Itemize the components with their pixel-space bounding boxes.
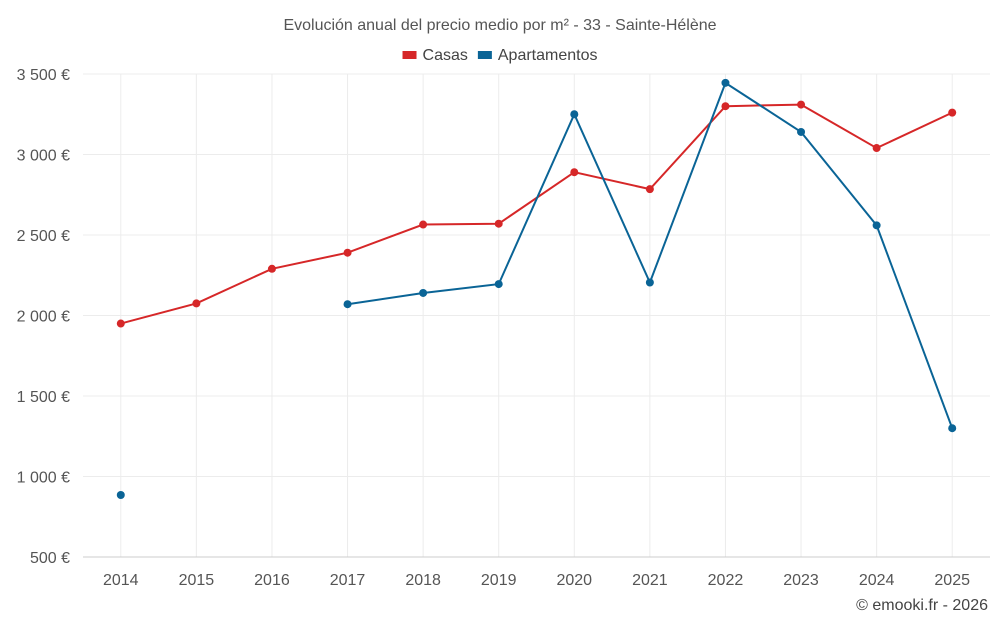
data-point-apartamentos-2018[interactable] [419, 288, 428, 297]
legend: Casas Apartamentos [402, 47, 598, 64]
data-point-apartamentos-2024[interactable] [872, 221, 881, 230]
series [116, 78, 957, 500]
y-tick-label: 500 € [30, 550, 70, 567]
data-point-casas-2021[interactable] [645, 185, 654, 194]
y-axis: 500 € 1 000 € 1 500 € 2 000 € 2 500 € 3 000 €… [17, 67, 70, 567]
y-tick-label: 1 000 € [17, 470, 70, 487]
data-point-casas-2015[interactable] [192, 299, 201, 308]
data-point-apartamentos-2017[interactable] [343, 300, 352, 309]
series-casas [116, 100, 957, 328]
x-tick-label: 2016 [254, 572, 290, 589]
data-point-apartamentos-2014[interactable] [116, 491, 125, 500]
data-point-casas-2022[interactable] [721, 102, 730, 111]
data-point-casas-2020[interactable] [570, 168, 579, 177]
x-tick-label: 2021 [632, 572, 668, 589]
legend-label: Apartamentos [498, 47, 598, 64]
y-tick-label: 3 000 € [17, 148, 70, 165]
y-tick-label: 2 000 € [17, 309, 70, 326]
legend-swatch [477, 51, 492, 59]
y-tick-label: 1 500 € [17, 389, 70, 406]
series-apartamentos [116, 78, 957, 500]
x-tick-label: 2020 [556, 572, 592, 589]
x-tick-label: 2018 [405, 572, 441, 589]
data-point-apartamentos-2023[interactable] [797, 127, 806, 136]
data-point-casas-2024[interactable] [872, 144, 881, 153]
x-tick-label: 2014 [103, 572, 139, 589]
data-point-casas-2017[interactable] [343, 248, 352, 257]
data-point-casas-2019[interactable] [494, 219, 503, 228]
x-tick-label: 2015 [179, 572, 215, 589]
y-tick-label: 2 500 € [17, 228, 70, 245]
x-tick-label: 2017 [330, 572, 366, 589]
legend-swatch [402, 51, 417, 59]
chart-title: Evolución anual del precio medio por m² … [283, 17, 716, 34]
data-point-casas-2018[interactable] [419, 220, 428, 229]
data-point-casas-2016[interactable] [267, 264, 276, 273]
data-point-apartamentos-2020[interactable] [570, 110, 579, 119]
data-point-casas-2025[interactable] [948, 108, 957, 117]
data-point-apartamentos-2022[interactable] [721, 78, 730, 87]
y-tick-label: 3 500 € [17, 67, 70, 84]
x-axis: 2014 2015 2016 2017 2018 2019 2020 2021 2022 2023… [103, 572, 970, 589]
data-point-apartamentos-2025[interactable] [948, 424, 957, 433]
data-point-casas-2023[interactable] [797, 100, 806, 109]
x-tick-label: 2023 [783, 572, 819, 589]
x-tick-label: 2025 [934, 572, 970, 589]
legend-item-casas[interactable]: Casas [402, 47, 468, 64]
data-point-apartamentos-2021[interactable] [645, 278, 654, 287]
legend-label: Casas [423, 47, 468, 64]
data-point-casas-2014[interactable] [116, 319, 125, 328]
x-tick-label: 2024 [859, 572, 895, 589]
data-point-apartamentos-2019[interactable] [494, 280, 503, 289]
legend-item-apartamentos[interactable]: Apartamentos [477, 47, 598, 64]
grid [83, 73, 990, 558]
x-tick-label: 2022 [708, 572, 744, 589]
series-line-casas [120, 103, 953, 325]
x-tick-label: 2019 [481, 572, 517, 589]
credit-text: © emooki.fr - 2026 [856, 597, 988, 614]
